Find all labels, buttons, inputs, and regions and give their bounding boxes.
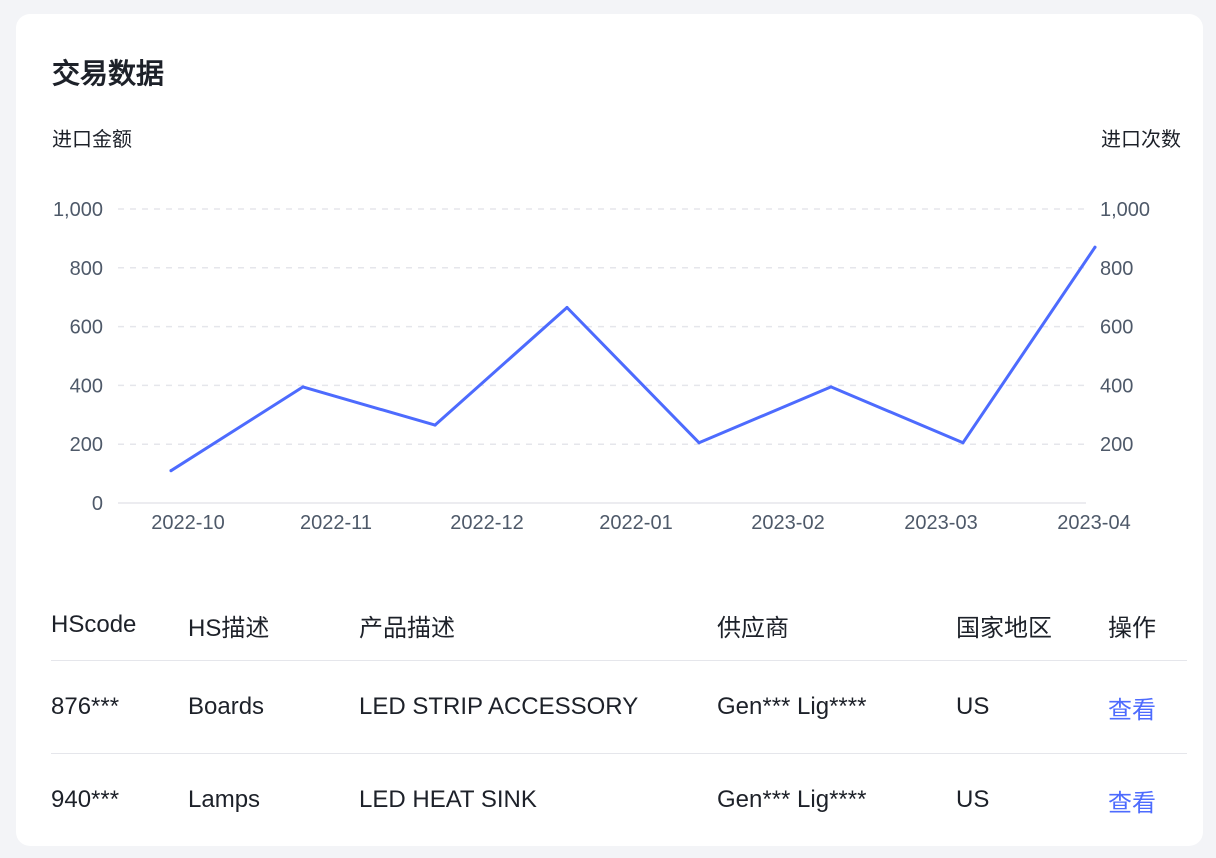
- data-point: [433, 423, 437, 427]
- cell-hscode: 940***: [51, 786, 120, 813]
- right-axis-title: 进口次数: [1101, 129, 1181, 151]
- table-row: 940*** Lamps LED HEAT SINK Gen*** Lig***…: [51, 754, 1187, 846]
- data-point: [301, 385, 305, 389]
- x-tick-label: 2023-04: [1057, 512, 1130, 534]
- left-y-tick-label: 1,000: [53, 199, 103, 221]
- x-tick-label: 2023-03: [904, 512, 977, 534]
- cell-hscode: 876***: [51, 693, 120, 720]
- x-tick-label: 2022-01: [599, 512, 672, 534]
- left-y-tick-label: 0: [92, 493, 103, 515]
- trade-table: HScode HS描述 产品描述 供应商 国家地区 操作 876*** Boar…: [51, 590, 1187, 846]
- data-point: [697, 441, 701, 445]
- table-row: 876*** Boards LED STRIP ACCESSORY Gen***…: [51, 661, 1187, 754]
- table-header-row: HScode HS描述 产品描述 供应商 国家地区 操作: [51, 590, 1187, 661]
- cell-supplier: Gen*** Lig****: [717, 786, 867, 813]
- view-link[interactable]: 查看: [1108, 789, 1156, 817]
- cell-country: US: [956, 786, 990, 813]
- x-tick-label: 2023-02: [751, 512, 824, 534]
- cell-hs-desc: Lamps: [188, 786, 261, 813]
- cell-supplier: Gen*** Lig****: [717, 693, 867, 720]
- left-y-tick-label: 800: [70, 258, 103, 280]
- data-point: [961, 441, 965, 445]
- right-y-tick-label: 200: [1100, 434, 1133, 456]
- left-y-tick-label: 600: [70, 317, 103, 339]
- x-tick-label: 2022-11: [300, 512, 372, 534]
- column-header-action: 操作: [1108, 614, 1156, 642]
- column-header-product: 产品描述: [359, 614, 455, 642]
- cell-product: LED HEAT SINK: [359, 786, 537, 813]
- left-y-tick-label: 200: [70, 434, 103, 456]
- series-line: [169, 245, 1097, 473]
- data-point: [1093, 245, 1097, 249]
- right-y-tick-label: 400: [1100, 375, 1133, 397]
- cell-country: US: [956, 693, 990, 720]
- x-tick-label: 2022-10: [151, 512, 224, 534]
- card-title: 交易数据: [52, 58, 165, 89]
- column-header-supplier: 供应商: [717, 614, 789, 642]
- left-y-tick-label: 400: [70, 375, 103, 397]
- x-tick-label: 2022-12: [450, 512, 523, 534]
- data-point: [829, 385, 833, 389]
- column-header-hscode: HScode: [51, 611, 137, 638]
- right-y-tick-label: 600: [1100, 317, 1133, 339]
- data-point: [565, 305, 569, 309]
- cell-product: LED STRIP ACCESSORY: [359, 693, 639, 720]
- view-link[interactable]: 查看: [1108, 696, 1156, 724]
- column-header-hs-desc: HS描述: [188, 614, 270, 642]
- right-y-tick-label: 800: [1100, 258, 1133, 280]
- cell-hs-desc: Boards: [188, 693, 265, 720]
- data-point: [169, 469, 173, 473]
- right-y-tick-label: 1,000: [1100, 199, 1150, 221]
- trade-data-card: 交易数据 进口金额 进口次数 0 200 400 600 800 1,000 200 400 6…: [16, 14, 1203, 846]
- line-chart: 0 200 400 600 800 1,000 200 400 600 800 1,000 2022-…: [53, 199, 1150, 534]
- left-axis-title: 进口金额: [52, 129, 132, 151]
- column-header-country: 国家地区: [956, 614, 1052, 642]
